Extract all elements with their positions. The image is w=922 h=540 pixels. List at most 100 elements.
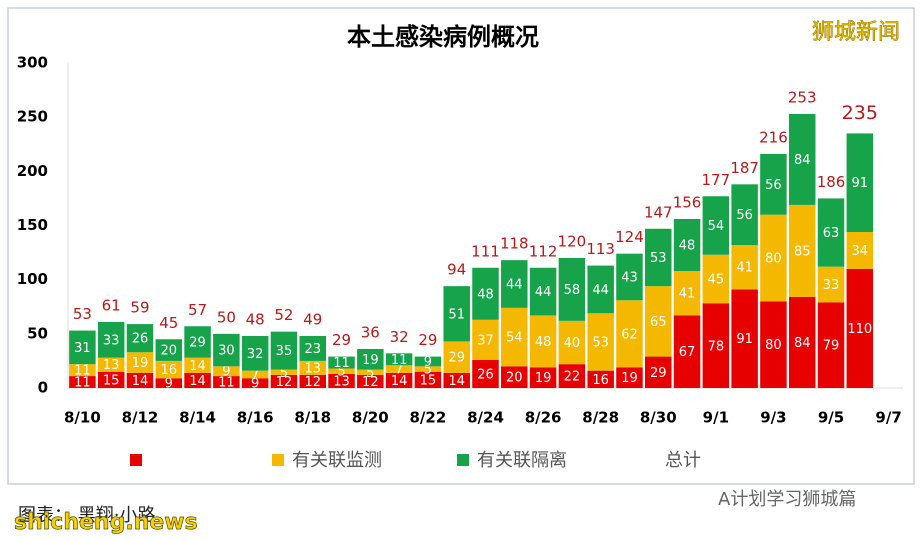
value-label: 48 (679, 239, 696, 254)
value-label: 29 (448, 351, 465, 366)
x-tick-label: 8/14 (179, 409, 216, 427)
chart-title: 本土感染病例概况 (347, 23, 539, 51)
total-label: 147 (644, 203, 673, 221)
x-tick-label: 8/22 (410, 409, 447, 427)
value-label: 48 (477, 287, 494, 302)
bar-segment (213, 376, 240, 388)
value-label: 80 (765, 338, 782, 353)
bar-segment (414, 366, 442, 372)
bar-segment (414, 356, 442, 367)
value-label: 14 (189, 374, 206, 389)
bar-segment (357, 375, 384, 388)
y-tick-label: 250 (17, 108, 48, 126)
value-label: 15 (103, 373, 120, 388)
value-label: 79 (823, 339, 840, 354)
total-label: 29 (332, 331, 351, 349)
total-label: 29 (418, 331, 437, 349)
bar-segment (126, 352, 154, 373)
bar-segment (702, 254, 730, 304)
value-label: 5 (366, 366, 374, 381)
bar-segment (731, 289, 758, 388)
value-label: 11 (74, 364, 91, 379)
credit: 图表： 黑翔·小路 (18, 505, 155, 526)
bar-segment (97, 371, 125, 388)
bar-segment (155, 360, 183, 379)
value-label: 11 (218, 376, 235, 391)
bar-segment (184, 372, 211, 388)
value-label: 20 (506, 371, 523, 386)
value-label: 84 (794, 153, 811, 168)
value-label: 13 (103, 358, 120, 373)
y-tick-label: 100 (17, 270, 48, 288)
value-label: 5 (280, 366, 288, 381)
total-label: 235 (842, 102, 878, 124)
bar-segment (529, 315, 557, 368)
bar-segment (846, 232, 874, 269)
legend-label: 总计 (665, 450, 701, 471)
value-label: 26 (477, 367, 494, 382)
bar-segment (616, 300, 643, 368)
value-label: 11 (333, 356, 350, 371)
bar-segment (472, 267, 499, 320)
total-label: 49 (303, 311, 322, 329)
value-label: 110 (847, 322, 872, 337)
bar-segment (558, 364, 586, 388)
value-label: 80 (765, 252, 782, 267)
bar-segment (760, 154, 787, 215)
total-label: 216 (759, 129, 788, 147)
bar-segment (529, 367, 557, 388)
total-label: 32 (390, 328, 409, 346)
bar-segment (357, 349, 384, 370)
bar-segment (184, 357, 211, 373)
bar-segment (616, 253, 643, 301)
value-label: 14 (132, 374, 149, 389)
total-label: 118 (500, 235, 529, 253)
total-label: 52 (274, 306, 293, 324)
x-tick-label: 9/1 (703, 409, 729, 427)
x-tick-label: 9/7 (875, 409, 901, 427)
value-label: 56 (736, 208, 753, 223)
bar-segment (126, 324, 154, 353)
value-label: 85 (794, 244, 811, 259)
total-label: 113 (586, 240, 615, 258)
bar-segment (69, 330, 96, 365)
bar-segment (443, 372, 470, 388)
value-label: 19 (362, 353, 379, 368)
bar-segment (270, 331, 298, 370)
total-label: 177 (702, 171, 731, 189)
bar-segment (788, 204, 816, 297)
value-label: 65 (650, 315, 667, 330)
value-label: 13 (333, 374, 350, 389)
bar-segment (731, 245, 758, 290)
bar-segment (587, 370, 614, 388)
bar-segment (213, 366, 240, 377)
value-label: 11 (391, 353, 408, 368)
x-tick-label: 8/12 (122, 409, 159, 427)
value-label: 5 (337, 365, 345, 380)
value-label: 63 (823, 226, 840, 241)
value-label: 37 (477, 333, 494, 348)
value-label: 13 (304, 361, 321, 376)
bar-segment (385, 372, 413, 388)
bar-segment (846, 133, 874, 232)
bar-segment (760, 214, 787, 302)
value-label: 29 (650, 366, 667, 381)
value-label: 30 (218, 344, 235, 359)
bar-segment (328, 368, 355, 374)
bar-segment (645, 228, 672, 287)
legend-label: 有关联隔离 (477, 450, 567, 471)
bar-segment (443, 286, 470, 342)
bar-segment (69, 364, 96, 377)
total-label: 50 (217, 308, 236, 326)
bar-segment (673, 219, 701, 271)
value-label: 7 (251, 368, 259, 383)
value-label: 45 (708, 273, 725, 288)
bar-segment (673, 315, 701, 388)
bar-segment (788, 297, 816, 388)
value-label: 40 (564, 336, 581, 351)
x-tick-label: 8/20 (352, 409, 389, 427)
value-label: 7 (395, 363, 403, 378)
bar-segment (328, 373, 355, 388)
value-label: 11 (74, 376, 91, 391)
value-label: 12 (362, 375, 379, 390)
